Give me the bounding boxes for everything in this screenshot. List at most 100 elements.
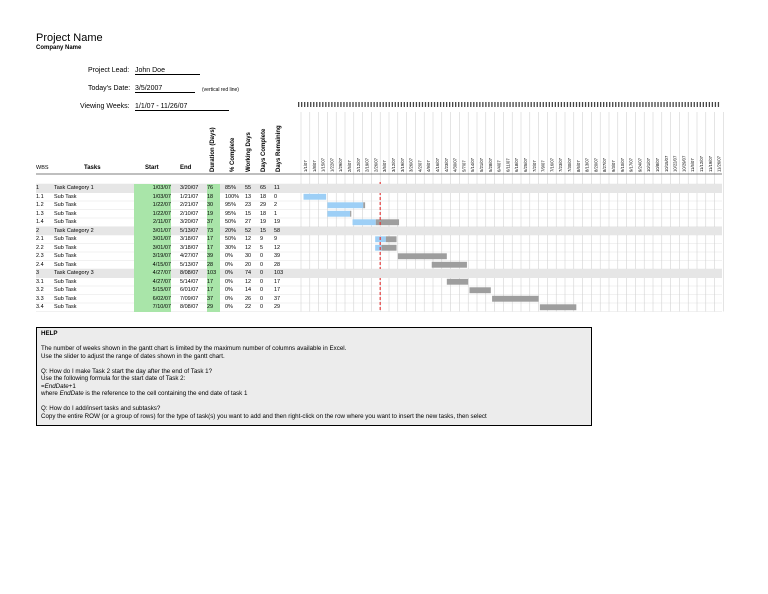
week-date-label: 8/13/07 [585, 157, 590, 172]
task-row[interactable]: 2.1 Sub Task 3/01/07 3/18/07 17 50% 12 9 9 [36, 235, 722, 244]
pct-complete-cell: 95% [225, 202, 237, 208]
pct-complete-cell: 50% [225, 236, 237, 242]
task-row[interactable]: 1.2 Sub Task 1/22/07 2/21/07 30 95% 23 29 2 [36, 201, 722, 210]
today-date-field[interactable]: 3/5/2007 [135, 85, 195, 93]
days-complete-cell: 29 [260, 202, 267, 208]
slider-tick [600, 102, 602, 107]
slider-tick [587, 102, 590, 107]
days-remaining-cell: 9 [274, 236, 278, 242]
slider-tick [355, 102, 357, 107]
slider-tick [470, 102, 472, 107]
slider-tick [485, 102, 487, 107]
task-category-row[interactable]: 3 Task Category 3 4/27/07 8/08/07 103 0% 74 0 10… [36, 269, 722, 278]
task-category-row[interactable]: 2 Task Category 2 3/01/07 5/13/07 73 20% 52 15 5… [36, 226, 722, 235]
week-date-label: 8/20/07 [593, 157, 598, 172]
task-name-cell: Sub Task [54, 295, 77, 302]
start-date-cell: 3/01/07 [134, 243, 171, 252]
start-date-cell: 6/02/07 [134, 294, 171, 303]
today-date-label: Today's Date: [88, 85, 131, 92]
slider-tick [316, 102, 318, 107]
task-name-cell: Sub Task [54, 287, 77, 293]
task-row[interactable]: 1.3 Sub Task 1/22/07 2/10/07 19 95% 15 18 1 [36, 209, 722, 218]
week-date-label: 1/15/07 [321, 157, 326, 172]
wbs-cell: 3.3 [36, 295, 44, 302]
task-name-cell: Task Category 1 [54, 185, 94, 191]
slider-tick [714, 102, 717, 107]
days-complete-cell: 0 [260, 253, 264, 259]
week-date-label: 11/12/07 [699, 155, 704, 172]
days-complete-cell: 0 [260, 278, 264, 285]
days-remaining-cell: 17 [274, 278, 281, 285]
week-date-label: 3/19/07 [400, 157, 405, 172]
help-line: Q: How do I make Task 2 start the day af… [41, 367, 213, 375]
project-lead-field[interactable]: John Doe [135, 67, 200, 75]
task-row[interactable]: 1.1 Sub Task 1/03/07 1/21/07 18 100% 13 18 0 [36, 192, 722, 201]
pct-complete-cell: 0% [225, 304, 233, 310]
wbs-cell: 3 [36, 270, 40, 276]
header-days-remaining: Days Remaining [276, 125, 282, 172]
slider-tick [403, 102, 405, 107]
task-row[interactable]: 2.2 Sub Task 3/01/07 3/18/07 17 30% 12 5 12 [36, 243, 722, 252]
week-date-label: 10/29/07 [681, 155, 686, 172]
week-date-label: 6/25/07 [523, 157, 528, 172]
slider-tick [636, 102, 638, 107]
slider-tick [606, 102, 608, 107]
task-row[interactable]: 3.4 Sub Task 7/10/07 8/08/07 29 0% 22 0 29 [36, 303, 722, 312]
help-panel: HELP The number of weeks shown in the ga… [36, 327, 592, 426]
task-row[interactable]: 3.1 Sub Task 4/27/07 5/14/07 17 0% 12 0 17 [36, 277, 722, 286]
slider-tick [557, 102, 560, 107]
days-complete-cell: 0 [260, 287, 264, 293]
header-tasks: Tasks [84, 165, 101, 171]
task-category-row[interactable]: 1 Task Category 1 1/03/07 3/20/07 76 85% 55 65 1… [36, 184, 722, 193]
slider-tick [385, 102, 387, 107]
slider-tick [651, 102, 653, 107]
slider-tick [518, 102, 520, 107]
slider-tick [660, 102, 662, 107]
slider-tick [663, 102, 665, 107]
week-date-label: 7/30/07 [567, 157, 572, 172]
start-date-cell: 3/01/07 [134, 235, 171, 244]
week-date-label: 9/17/07 [629, 157, 634, 172]
task-row[interactable]: 2.3 Sub Task 3/19/07 4/27/07 39 0% 30 0 39 [36, 252, 722, 261]
slider-tick [693, 102, 695, 107]
slider-tick [654, 102, 656, 107]
header-wbs: WBS [36, 165, 49, 171]
week-date-label: 7/16/07 [549, 157, 554, 172]
wbs-cell: 3.2 [36, 287, 44, 293]
task-row[interactable]: 1.4 Sub Task 2/11/07 3/20/07 37 50% 27 19 19 [36, 218, 722, 227]
end-date-cell: 5/14/07 [180, 278, 199, 285]
header-end: End [180, 165, 192, 171]
week-date-label: 6/4/07 [497, 160, 502, 172]
help-line [41, 360, 587, 368]
week-date-label: 7/23/07 [558, 157, 563, 172]
slider-tick [433, 102, 436, 107]
task-row[interactable]: 3.2 Sub Task 5/15/07 6/01/07 17 0% 14 0 17 [36, 286, 722, 295]
task-row[interactable]: 2.4 Sub Task 4/15/07 5/13/07 28 0% 20 0 28 [36, 260, 722, 269]
slider-tick [633, 102, 635, 107]
slider-tick [400, 102, 402, 107]
slider-tick [705, 102, 707, 107]
duration-cell: 18 [207, 192, 220, 201]
help-line: =EndDate+1 [41, 382, 76, 390]
slider-tick [394, 102, 396, 107]
wbs-cell: 3.4 [36, 304, 44, 310]
slider-tick [675, 102, 677, 107]
task-row[interactable]: 3.3 Sub Task 6/02/07 7/09/07 37 0% 26 0 37 [36, 294, 722, 303]
slider-tick [488, 102, 490, 107]
task-name-cell: Sub Task [54, 219, 77, 225]
slider-tick [630, 102, 632, 107]
duration-cell: 17 [207, 243, 220, 252]
header-duration: Duration (Days) [210, 127, 216, 172]
slider-tick [424, 102, 427, 107]
week-date-label: 6/18/07 [514, 157, 519, 172]
week-date-label: 8/27/07 [602, 157, 607, 172]
week-date-label: 1/22/07 [329, 157, 334, 172]
days-remaining-cell: 12 [274, 244, 281, 251]
task-name-cell: Sub Task [54, 244, 77, 251]
slider-tick [612, 102, 614, 107]
duration-cell: 17 [207, 277, 220, 286]
week-slider[interactable] [298, 102, 721, 109]
slider-tick [684, 102, 686, 107]
days-complete-cell: 0 [260, 270, 264, 276]
slider-tick [427, 102, 430, 107]
